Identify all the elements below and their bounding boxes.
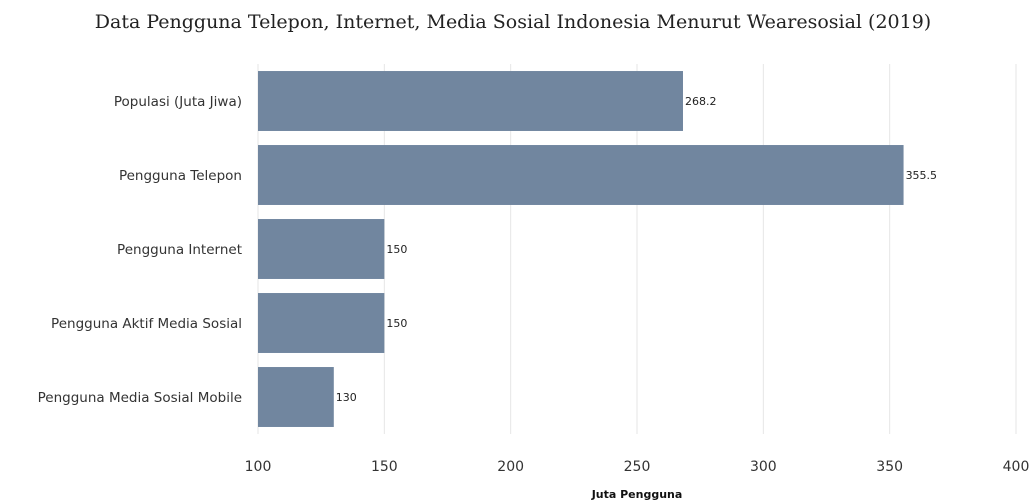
category-label: Pengguna Internet bbox=[117, 242, 242, 258]
category-labels: Populasi (Juta Jiwa) Pengguna Telepon Peng… bbox=[38, 94, 242, 406]
category-label: Pengguna Media Sosial Mobile bbox=[38, 390, 242, 406]
bars: 268.2 355.5 150 150 130 bbox=[258, 71, 937, 427]
x-tick-label: 100 bbox=[245, 459, 272, 475]
data-label: 268.2 bbox=[685, 95, 717, 108]
bar bbox=[258, 71, 683, 131]
chart-title: Data Pengguna Telepon, Internet, Media S… bbox=[95, 11, 931, 33]
x-tick-label: 250 bbox=[624, 459, 651, 475]
data-label: 355.5 bbox=[906, 169, 938, 182]
category-label: Pengguna Telepon bbox=[119, 168, 242, 184]
data-label: 150 bbox=[386, 317, 407, 330]
x-axis-ticks: 100 150 200 250 300 350 400 bbox=[245, 459, 1030, 475]
x-tick-label: 150 bbox=[371, 459, 398, 475]
bar bbox=[258, 145, 904, 205]
bar bbox=[258, 293, 385, 353]
data-label: 130 bbox=[336, 391, 357, 404]
x-tick-label: 350 bbox=[876, 459, 903, 475]
bar bbox=[258, 219, 385, 279]
x-tick-label: 300 bbox=[750, 459, 777, 475]
x-axis-title: Juta Pengguna bbox=[591, 488, 683, 501]
x-tick-label: 200 bbox=[497, 459, 524, 475]
data-label: 150 bbox=[386, 243, 407, 256]
x-tick-label: 400 bbox=[1003, 459, 1030, 475]
category-label: Populasi (Juta Jiwa) bbox=[114, 94, 242, 110]
category-label: Pengguna Aktif Media Sosial bbox=[51, 316, 242, 332]
bar bbox=[258, 367, 334, 427]
